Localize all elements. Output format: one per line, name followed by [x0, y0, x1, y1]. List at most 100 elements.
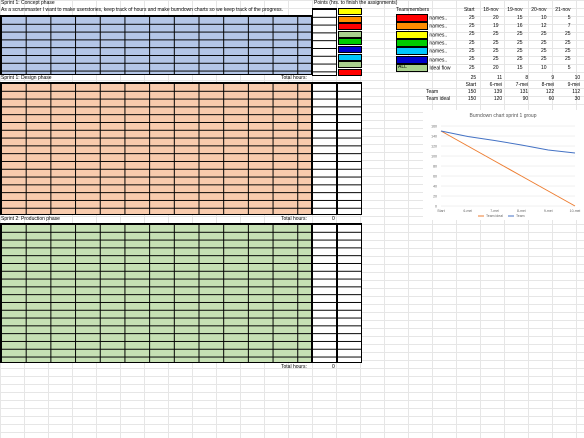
team-value-cell[interactable]: 25 — [468, 31, 475, 38]
summary-cell: 150 — [467, 96, 477, 102]
burndown-chart[interactable]: Burndown chart sprint 1 group 0 20 40 60 80 1… — [423, 110, 584, 220]
production-phase-block[interactable] — [0, 223, 312, 363]
bottom-total-hours-value: 0 — [332, 364, 335, 370]
team-value-cell[interactable]: 5 — [567, 14, 571, 21]
points-color-swatch — [338, 23, 362, 31]
team-member-cell[interactable]: names.. — [394, 55, 453, 64]
summary-cell: 131 — [519, 89, 529, 95]
team-value-cell[interactable]: 25 — [492, 47, 499, 54]
member-name: names.. — [429, 48, 448, 55]
production-extra-column[interactable] — [337, 223, 362, 363]
team-value-cell[interactable]: 7 — [567, 22, 571, 29]
team-member-row[interactable]: names.. 25 19 16 12 7 — [394, 22, 573, 31]
team-value-cell[interactable]: 25 — [540, 39, 547, 46]
team-member-row[interactable]: names.. 25 20 15 10 5 — [394, 14, 573, 22]
summary-header-row: Start 6-mei 7-mei 8-mei 9-mei — [424, 82, 582, 89]
team-value-cell[interactable]: 25 — [492, 56, 499, 63]
team-member-row[interactable]: names.. 25 25 25 25 25 — [394, 38, 573, 47]
team-member-row[interactable]: names.. 25 25 25 25 25 — [394, 30, 573, 39]
team-value-cell[interactable]: 10 — [540, 14, 547, 21]
team-members-table[interactable]: Teammembers Start 18-nov 19-nov 20-nov 2… — [394, 7, 573, 72]
design-hours-column[interactable] — [312, 82, 337, 215]
team-value-cell[interactable]: 25 — [564, 56, 571, 63]
points-color-swatch — [338, 15, 362, 23]
team-value-cell[interactable]: 5 — [567, 64, 571, 71]
team-value-cell[interactable]: 25 — [492, 39, 499, 46]
member-color-swatch — [396, 22, 428, 31]
chart-x-tick-label: 7-mei — [490, 209, 499, 213]
team-value-cell[interactable]: 25 — [516, 47, 523, 54]
concept-phase-block[interactable] — [0, 15, 312, 75]
summary-header: 9-mei — [567, 82, 581, 88]
team-value-cell[interactable]: 25 — [540, 31, 547, 38]
concept-hours-column[interactable] — [312, 8, 337, 76]
team-value-cell[interactable]: 25 — [540, 47, 547, 54]
team-value-cell[interactable]: 15 — [516, 64, 523, 71]
team-member-row[interactable]: names.. 25 25 25 25 25 — [394, 47, 573, 56]
team-member-cell[interactable]: names.. — [394, 47, 453, 56]
sprint1-design-title: Sprint 1: Design phase — [1, 75, 52, 81]
team-value-cell[interactable]: 25 — [468, 64, 475, 71]
chart-x-tick-label: Start — [437, 209, 444, 213]
chart-y-tick-label: 20 — [433, 195, 437, 199]
points-color-swatch — [338, 30, 362, 38]
team-value-cell[interactable]: 25 — [516, 31, 523, 38]
chart-series-line — [440, 130, 576, 207]
team-value-cell[interactable]: 25 — [492, 31, 499, 38]
chart-y-tick-label: 40 — [433, 185, 437, 189]
team-member-cell[interactable]: names.. — [394, 38, 453, 47]
team-value-cell[interactable]: 25 — [468, 39, 475, 46]
team-value-cell[interactable]: 25 — [564, 47, 571, 54]
team-value-cell[interactable]: 20 — [492, 14, 499, 21]
team-value-cell[interactable]: 10 — [540, 64, 547, 71]
summary-table[interactable]: 25 11 8 9 10 Start 6-mei 7-mei 8-mei 9-m… — [424, 75, 582, 103]
burndown-chart-svg: Burndown chart sprint 1 group 0 20 40 60 80 1… — [431, 113, 580, 218]
member-color-swatch — [396, 55, 428, 64]
summary-top-cell: 25 — [470, 75, 477, 81]
chart-y-tick-label: 160 — [431, 125, 437, 129]
summary-cell: 30 — [574, 96, 581, 102]
team-member-cell[interactable]: names.. — [394, 14, 453, 22]
summary-cell: 112 — [572, 89, 581, 95]
summary-top-cell: 8 — [525, 75, 529, 81]
production-hours-column[interactable] — [312, 223, 337, 363]
team-value-cell[interactable]: 19 — [492, 22, 499, 29]
summary-cell: 60 — [548, 96, 555, 102]
team-value-cell[interactable]: 25 — [564, 39, 571, 46]
production-total-hours-value: 0 — [332, 216, 335, 222]
header-date: 19-nov — [507, 7, 523, 13]
team-value-cell[interactable]: 25 — [516, 39, 523, 46]
chart-y-tick-label: 80 — [433, 165, 437, 169]
team-value-cell[interactable]: 12 — [540, 22, 547, 29]
team-member-cell[interactable]: names.. — [394, 22, 453, 31]
summary-header: 7-mei — [515, 82, 529, 88]
design-extra-column[interactable] — [337, 82, 362, 215]
member-color-swatch — [396, 30, 428, 39]
team-value-cell[interactable]: 25 — [468, 22, 475, 29]
design-phase-block[interactable] — [0, 82, 312, 215]
chart-x-tick-label: 9-mei — [544, 209, 553, 213]
team-value-cell[interactable]: 25 — [468, 56, 475, 63]
team-value-cell[interactable]: 25 — [468, 14, 475, 21]
team-value-cell[interactable]: 25 — [468, 47, 475, 54]
all-label: ALL — [398, 63, 407, 70]
summary-cell: 90 — [522, 96, 529, 102]
team-member-cell[interactable]: ALLALLIdeal flow — [394, 63, 453, 72]
team-value-cell[interactable]: 15 — [516, 14, 523, 21]
summary-header: Start — [465, 82, 477, 88]
points-color-swatch — [338, 68, 362, 76]
team-value-cell[interactable]: 25 — [516, 56, 523, 63]
team-value-cell[interactable]: 25 — [540, 56, 547, 63]
team-member-row[interactable]: names.. 25 25 25 25 25 — [394, 55, 573, 64]
member-name: names.. — [429, 56, 448, 63]
ideal-flow-label: Ideal flow — [429, 65, 451, 72]
member-color-swatch — [396, 47, 428, 56]
summary-header: 6-mei — [489, 82, 503, 88]
team-value-cell[interactable]: 25 — [564, 31, 571, 38]
team-value-cell[interactable]: 20 — [492, 64, 499, 71]
summary-cell: 139 — [493, 89, 503, 95]
team-value-cell[interactable]: 16 — [516, 22, 523, 29]
sprint1-concept-title: Sprint 1: Concept phase — [1, 0, 55, 6]
team-member-cell[interactable]: names.. — [394, 30, 453, 39]
